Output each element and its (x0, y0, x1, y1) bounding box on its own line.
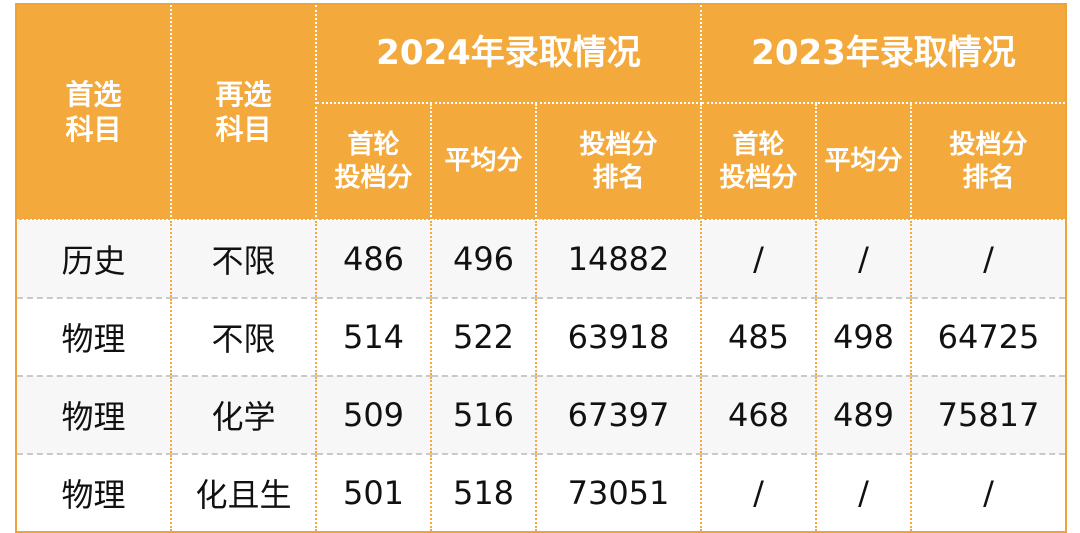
header-cell: 首轮 投档分 (700, 102, 817, 221)
header-row: 首轮 投档分 平均分 投档分 排名 首轮 投档分 平均分 投档分 排名 (16, 102, 1067, 221)
group-header: 2024年录取情况 (315, 3, 702, 104)
header-cell: 首选 科目 (16, 3, 172, 221)
data-cell: 501 (315, 454, 431, 532)
data-cell: 496 (430, 220, 536, 299)
data-cell: 514 (315, 298, 431, 377)
data-cell: 498 (815, 298, 911, 377)
data-cell: 物理 (16, 298, 171, 377)
header-cell: 投档分 排名 (910, 102, 1067, 221)
data-cell: 63918 (535, 298, 701, 377)
group-header: 2023年录取情况 (700, 3, 1067, 104)
data-cell: 516 (430, 376, 536, 455)
data-cell: 509 (315, 376, 431, 455)
data-row: 物理 化且生 501 518 73051// / (16, 454, 1066, 532)
header-cell: 首轮 投档分 (315, 102, 432, 221)
admission-table: 首选 科目 再选 科目 2024年录取情况 2023年录取情况 首轮 投档分 平… (15, 3, 1067, 533)
header-row: 首选 科目 再选 科目 2024年录取情况 2023年录取情况 (16, 3, 1067, 221)
data-cell: 物理 (61, 476, 126, 514)
data-cell: / (815, 220, 911, 299)
data-cell: 485 (700, 298, 816, 377)
data-cell: / (910, 220, 1066, 299)
data-cell: 67397 (535, 376, 701, 455)
data-cell: 486 (315, 220, 431, 299)
data-cell: 不限 (170, 220, 316, 299)
header-cell: 再选 科目 (170, 3, 317, 221)
data-cell: 75817 (910, 376, 1066, 455)
data-cell: / (700, 220, 816, 299)
data-row: 历史 不限 486 496 14882// / (16, 220, 1066, 299)
data-cell: 不限 (170, 298, 316, 377)
data-row: 物理 化学 509 516 67397 468 489 75817 (16, 376, 1066, 455)
data-cell: / (815, 454, 911, 532)
data-cell: 化学 (170, 376, 316, 455)
table-body: 历史 不限 486 496 14882// / 物理 不限 514 522 63918 485 498 6… (16, 220, 1066, 532)
data-cell: / (700, 454, 816, 532)
data-cell: 522 (430, 298, 536, 377)
header-cell: 平均分 (815, 102, 912, 221)
data-cell: 64725 (910, 298, 1066, 377)
data-cell: 物理 (16, 376, 171, 455)
header-cell: 投档分 排名 (535, 102, 702, 221)
data-cell: / (910, 454, 1066, 532)
data-cell: 489 (815, 376, 911, 455)
data-cell: 历史 (16, 220, 171, 299)
data-cell: 518 (430, 454, 536, 532)
data-cell: 化且生 (170, 454, 316, 532)
data-row: 物理 不限 514 522 63918 485 498 64725 (16, 298, 1066, 377)
data-cell: 468 (700, 376, 816, 455)
data-cell: 14882 (535, 220, 701, 299)
data-cell: 73051 (535, 454, 701, 532)
header-cell: 平均分 (430, 102, 537, 221)
